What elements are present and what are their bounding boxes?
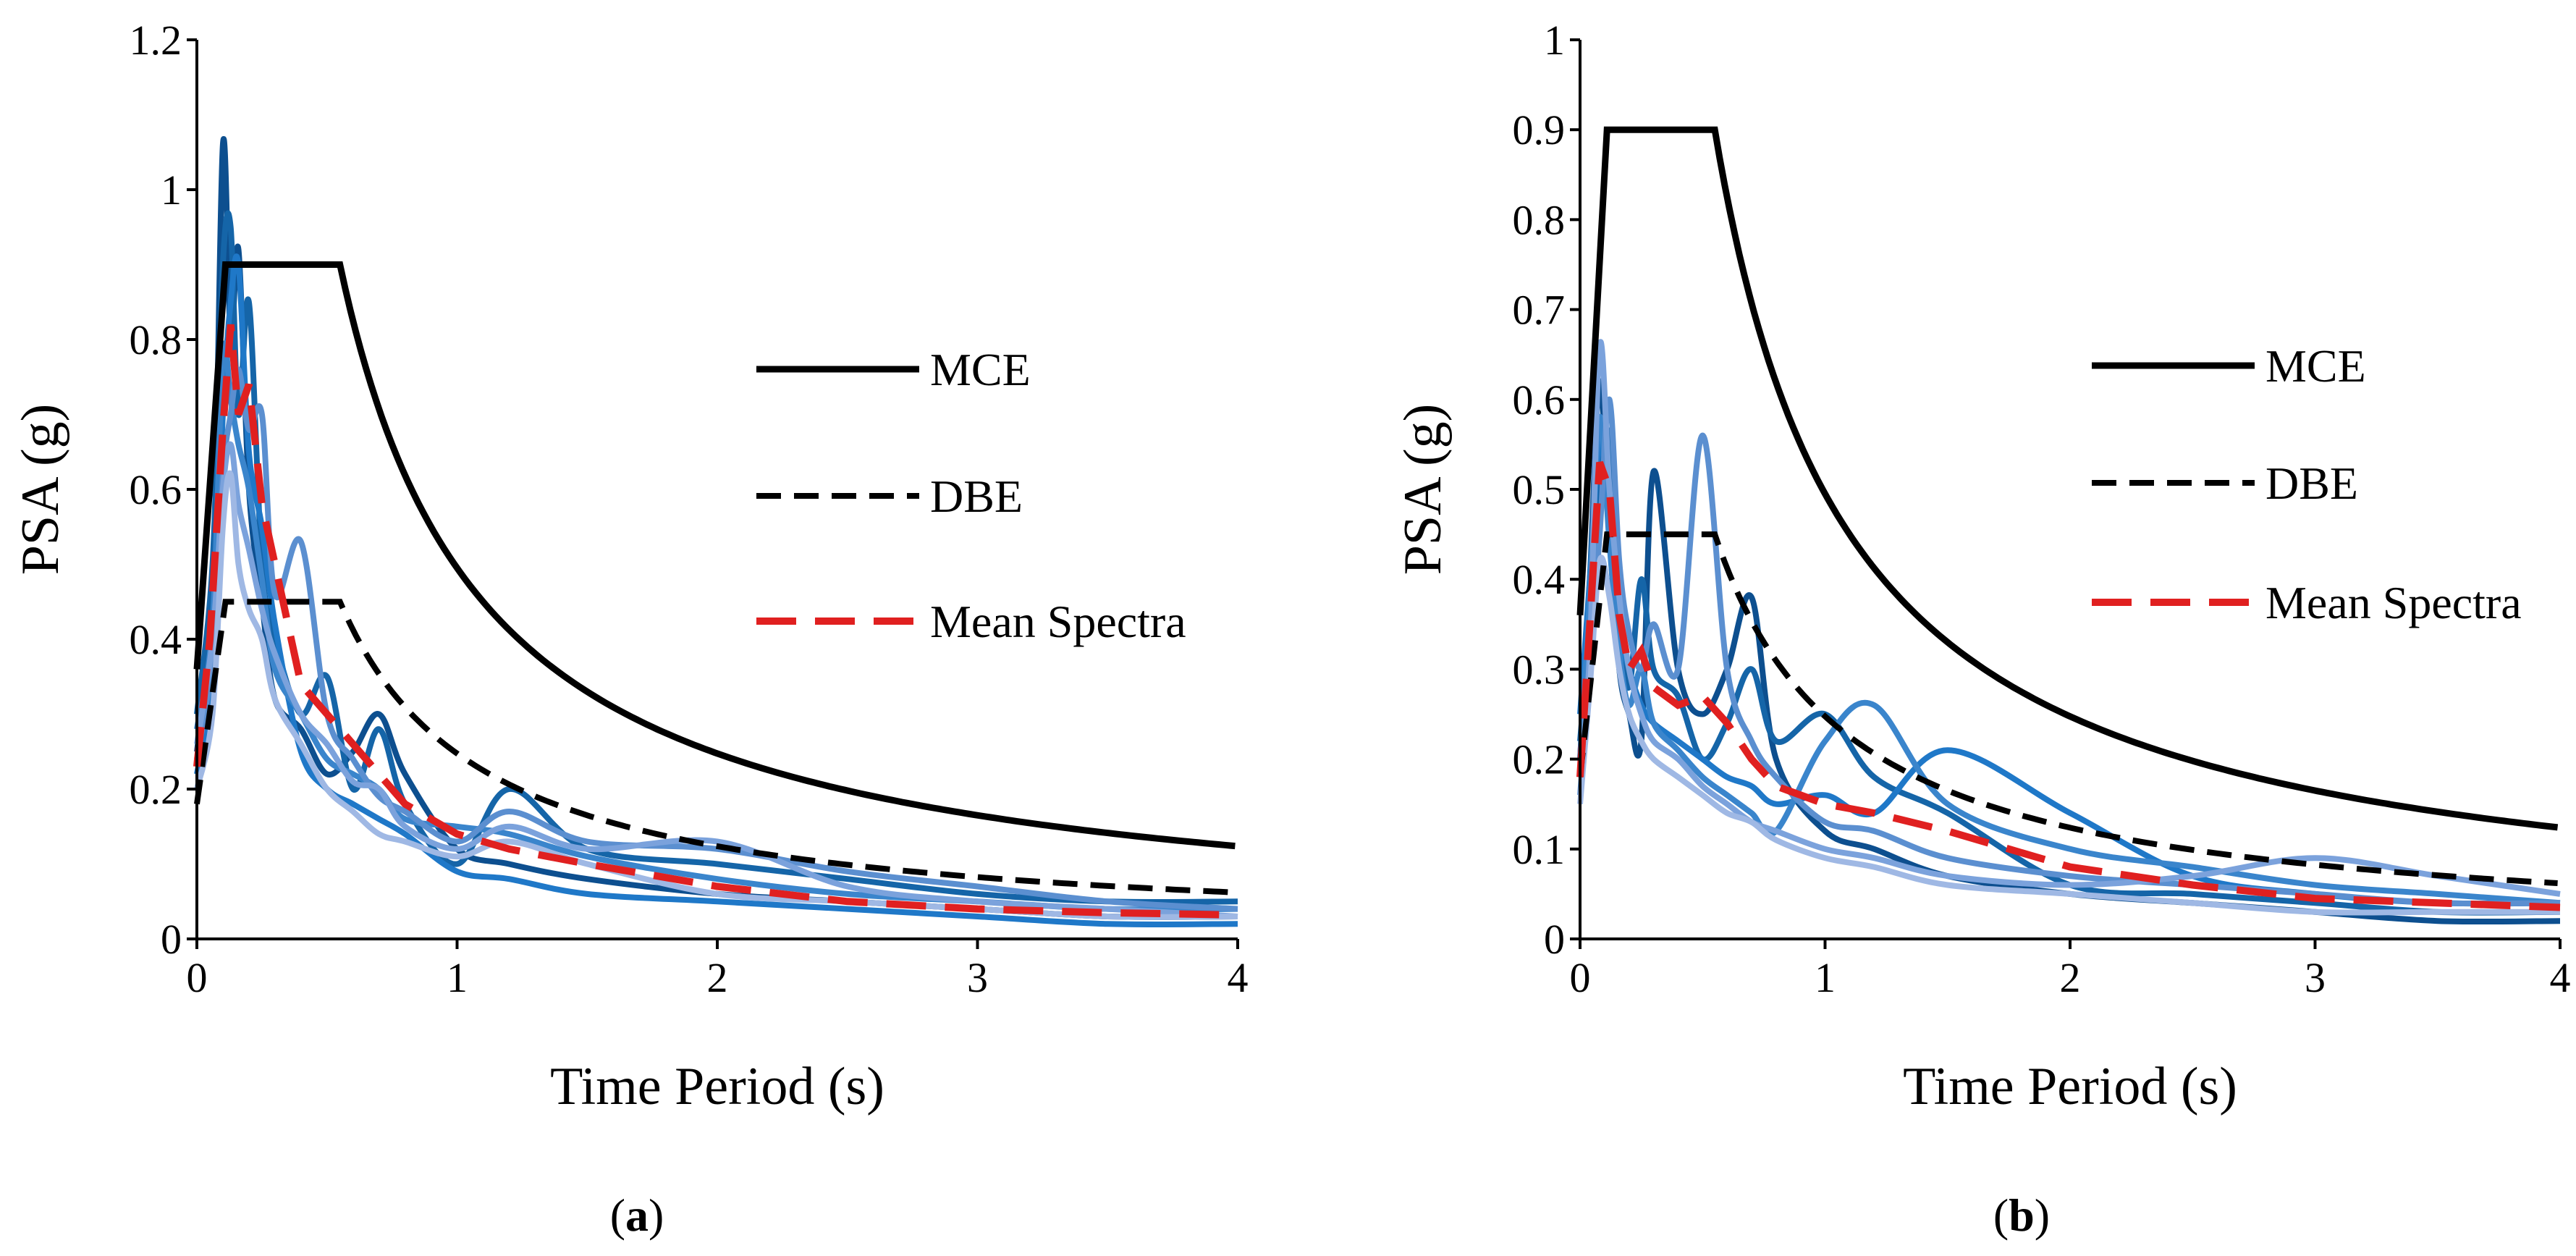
- panel-a-ytick-label: 0.4: [130, 616, 182, 663]
- panel-a-record-line-7: [194, 470, 1238, 920]
- panel-a-record-line-5: [194, 366, 1238, 912]
- panel-b-record-line-6: [1577, 339, 2561, 897]
- panel-b-ytick-label: 0.4: [1513, 556, 1566, 603]
- panel-a-caption: (a): [610, 1189, 664, 1241]
- panel-b-xtick-label: 4: [2550, 954, 2571, 1001]
- panel-a-record-line-6: [194, 441, 1238, 919]
- panel-b-ylabel: PSA (g): [1393, 404, 1453, 575]
- panel-b-ytick-label: 0.1: [1513, 826, 1566, 873]
- legend-a-dbe-label: DBE: [930, 471, 1023, 522]
- panel-b-ytick-label: 0.5: [1513, 466, 1566, 513]
- panel-b-reference: [1576, 126, 2561, 911]
- panel-a-mean-line: [193, 324, 1238, 919]
- panel-b-yticks: 0 0.1 0.2 0.3 0.4 0.5 0.6 0.7 0.8 0.9 1: [1513, 17, 1580, 963]
- panel-b-ytick-label: 1: [1544, 17, 1565, 64]
- panel-a-ytick-label: 0.6: [130, 466, 182, 513]
- panel-a-ytick-label: 0.2: [130, 766, 182, 813]
- panel-a-ytick-label: 0.8: [130, 316, 182, 363]
- panel-b-legend: MCE DBE Mean Spectra: [2092, 340, 2522, 628]
- panel-b-records: [1577, 339, 2561, 925]
- legend-b-dbe-label: DBE: [2265, 458, 2358, 509]
- legend-b-mce-label: MCE: [2265, 340, 2366, 392]
- legend-b-mean-label: Mean Spectra: [2265, 577, 2522, 628]
- panel-b-dbe-line: [1577, 531, 2558, 886]
- panel-b-caption: (b): [1993, 1189, 2050, 1241]
- panel-a-records: [194, 136, 1238, 928]
- panel-b-ytick-label: 0.9: [1513, 106, 1566, 153]
- panel-a-ytick-label: 0: [161, 916, 182, 963]
- panel-a-yticks: 0 0.2 0.4 0.6 0.8 1 1.2: [130, 17, 197, 963]
- panel-b-record-line-4: [1577, 413, 2561, 906]
- panel-a-mce-line: [193, 261, 1236, 850]
- panel-b-xticks: 0 1 2 3 4: [1570, 939, 2571, 1001]
- legend-a-mean-label: Mean Spectra: [930, 596, 1186, 647]
- panel-a-xlabel: Time Period (s): [550, 1057, 884, 1116]
- panel-a-legend: MCE DBE Mean Spectra: [756, 344, 1186, 647]
- panel-b-ytick-label: 0.7: [1513, 287, 1566, 334]
- panel-b-ytick-label: 0.6: [1513, 376, 1566, 423]
- panel-b-ytick-label: 0.2: [1513, 736, 1566, 783]
- panel-b-ytick-label: 0.3: [1513, 646, 1566, 693]
- panel-b-mean-line: [1576, 460, 2561, 911]
- panel-b-mce-line: [1576, 126, 2559, 831]
- panel-b-record-line-7: [1577, 555, 2560, 916]
- panel-b-xlabel: Time Period (s): [1903, 1057, 2237, 1116]
- panel-b-ytick-label: 0: [1544, 916, 1565, 963]
- panel-a-xticks: 0 1 2 3 4: [187, 939, 1249, 1001]
- panel-a-xtick-label: 1: [447, 954, 468, 1001]
- panel-a-ytick-label: 1: [161, 167, 182, 214]
- panel-a-record-line-4: [194, 340, 1238, 913]
- panel-b-xtick-label: 2: [2060, 954, 2081, 1001]
- panel-a-xtick-label: 0: [187, 954, 208, 1001]
- panel-a-record-line-3: [194, 253, 1238, 928]
- panel-b-xtick-label: 0: [1570, 954, 1591, 1001]
- panel-a-record-line-1: [194, 136, 1238, 920]
- panel-a-xtick-label: 3: [967, 954, 988, 1001]
- panel-b-xtick-label: 3: [2305, 954, 2326, 1001]
- panel-a-xtick-label: 2: [707, 954, 728, 1001]
- chart-panel-a: 0 0.2 0.4 0.6 0.8 1 1.2 0 1 2 3 4 PSA (g) Time Per…: [11, 17, 1249, 1241]
- panel-a-xtick-label: 4: [1228, 954, 1249, 1001]
- panel-a-ytick-label: 1.2: [130, 17, 182, 64]
- chart-panel-b: 0 0.1 0.2 0.3 0.4 0.5 0.6 0.7 0.8 0.9 1 0 1 2 3 4 PSA …: [1393, 17, 2571, 1241]
- panel-b-ytick-label: 0.8: [1513, 196, 1566, 243]
- panel-a-reference: [193, 261, 1238, 919]
- panel-a-dbe-line: [194, 599, 1236, 895]
- legend-a-mce-label: MCE: [930, 344, 1031, 395]
- panel-b-xtick-label: 1: [1815, 954, 1836, 1001]
- panel-a-ylabel: PSA (g): [11, 404, 70, 575]
